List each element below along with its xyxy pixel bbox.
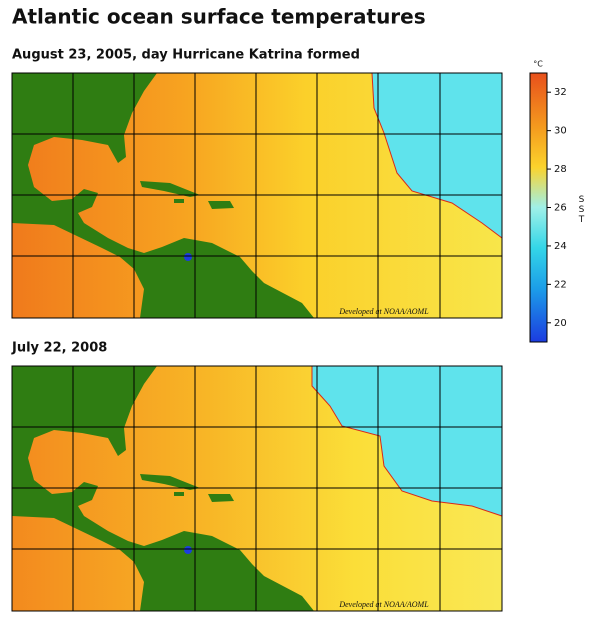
- map: Developed at NOAA/AOML: [11, 365, 503, 612]
- colorbar-scale: [529, 72, 548, 343]
- colorbar-tick-label: 26: [554, 203, 567, 214]
- colorbar-tick-label: 20: [554, 318, 567, 329]
- colorbar-label: SST: [577, 195, 587, 225]
- map: Developed at NOAA/AOML: [11, 72, 503, 319]
- credit: Developed at NOAA/AOML: [338, 307, 429, 316]
- map-subtitle: August 23, 2005, day Hurricane Katrina f…: [12, 48, 360, 63]
- colorbar-tick-label: 32: [554, 87, 567, 98]
- colorbar-tick-label: 22: [554, 279, 567, 290]
- colorbar-tick-label: 30: [554, 126, 567, 137]
- colorbar-unit: °C: [533, 60, 543, 69]
- credit: Developed at NOAA/AOML: [338, 600, 429, 609]
- colorbar: °C SST 32 30 28 26 24 22 20: [529, 60, 587, 343]
- map-subtitle: July 22, 2008: [11, 341, 107, 356]
- title: Atlantic ocean surface temperatures: [12, 5, 426, 29]
- colorbar-tick-label: 24: [554, 241, 567, 252]
- colorbar-tick-label: 28: [554, 164, 567, 175]
